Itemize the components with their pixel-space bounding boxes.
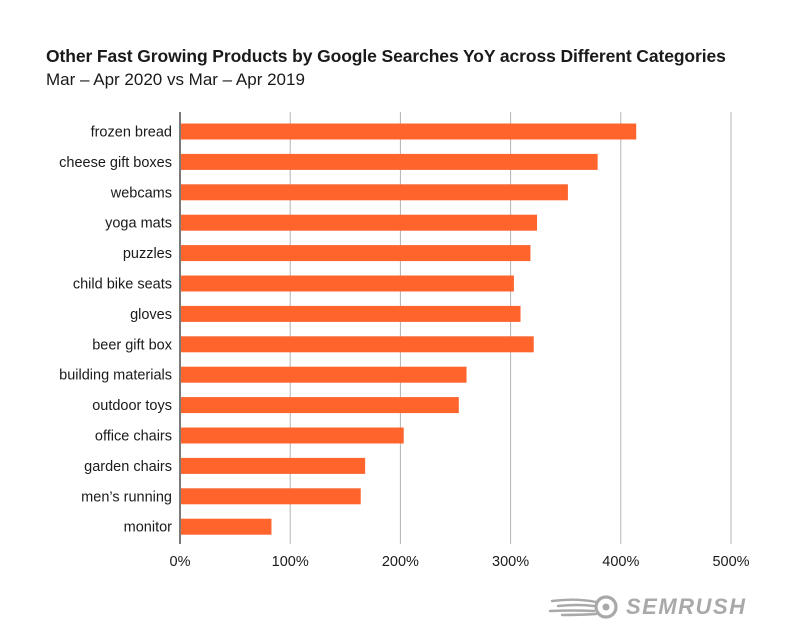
bar-beer-gift-box [181, 336, 534, 353]
x-tick-label-0: 0% [170, 554, 191, 570]
bar-outdoor-toys [181, 397, 459, 414]
semrush-logo: semrush [548, 592, 747, 622]
x-tick-label-500: 500% [712, 554, 749, 570]
category-label-garden-chairs: garden chairs [84, 459, 172, 475]
category-label-beer-gift-box: beer gift box [92, 337, 173, 353]
chart-subtitle: Mar – Apr 2020 vs Mar – Apr 2019 [46, 70, 305, 89]
x-tick-label-300: 300% [492, 554, 529, 570]
category-label-yoga-mats: yoga mats [105, 216, 172, 232]
bar-garden-chairs [181, 457, 366, 474]
bar-monitor [181, 518, 272, 535]
grid-lines [179, 112, 732, 544]
x-tick-label-100: 100% [272, 554, 309, 570]
bar-building-materials [181, 366, 467, 383]
semrush-wordmark: semrush [626, 594, 747, 619]
bar-puzzles [181, 245, 531, 262]
category-label-child-bike-seats: child bike seats [73, 277, 172, 293]
bar-office-chairs [181, 427, 404, 444]
bar-men-s-running [181, 488, 361, 505]
chart-title: Other Fast Growing Products by Google Se… [46, 46, 726, 66]
bar-frozen-bread [181, 123, 637, 140]
category-label-webcams: webcams [110, 185, 172, 201]
category-label-outdoor-toys: outdoor toys [92, 398, 172, 414]
bar-child-bike-seats [181, 275, 514, 292]
bar-yoga-mats [181, 214, 538, 231]
category-label-puzzles: puzzles [123, 246, 172, 262]
bar-cheese-gift-boxes [181, 153, 598, 170]
x-tick-label-400: 400% [602, 554, 639, 570]
bar-webcams [181, 184, 568, 201]
bar-gloves [181, 305, 521, 322]
category-label-monitor: monitor [124, 520, 173, 536]
bars [181, 123, 637, 535]
category-labels: frozen bread cheese gift boxes webcams yoga… [59, 125, 173, 536]
category-label-office-chairs: office chairs [95, 429, 172, 445]
x-tick-labels: 0% 100% 200% 300% 400% 500% [170, 554, 750, 570]
category-label-gloves: gloves [130, 307, 172, 323]
x-tick-label-200: 200% [382, 554, 419, 570]
category-label-frozen-bread: frozen bread [91, 125, 172, 141]
semrush-flame-icon [548, 595, 618, 619]
category-label-cheese-gift-boxes: cheese gift boxes [59, 155, 172, 171]
category-label-building-materials: building materials [59, 368, 172, 384]
category-label-men-s-running: men’s running [81, 489, 172, 505]
